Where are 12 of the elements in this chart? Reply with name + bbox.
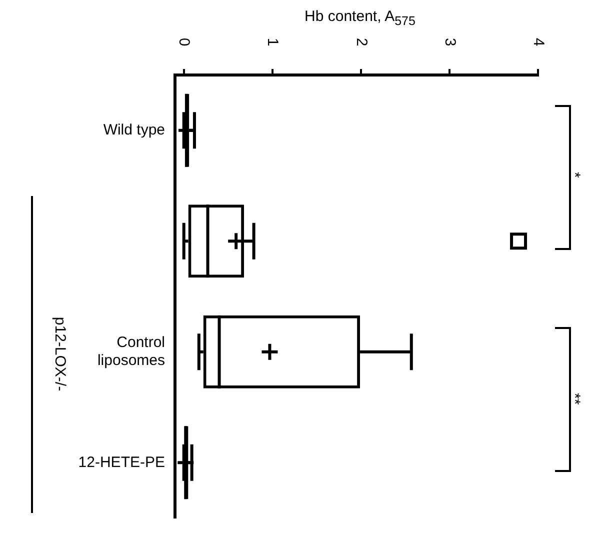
y-tick-label: Wild type	[103, 122, 165, 139]
x-tick-label: 2	[352, 38, 370, 46]
y-tick-label: Control liposomes	[97, 334, 165, 370]
x-tick-label: 3	[441, 38, 458, 46]
y-tick-label: 12-HETE-PE	[78, 454, 165, 471]
x-tick-label: 1	[264, 38, 282, 46]
x-axis-title: Hb content, A$_{575}$	[304, 8, 416, 28]
x-tick-label: 4	[530, 38, 547, 46]
text: p12-LOX-/-	[52, 317, 68, 392]
x-tick-label: 0	[176, 38, 193, 46]
text: *	[566, 172, 583, 178]
text: **	[566, 393, 583, 405]
